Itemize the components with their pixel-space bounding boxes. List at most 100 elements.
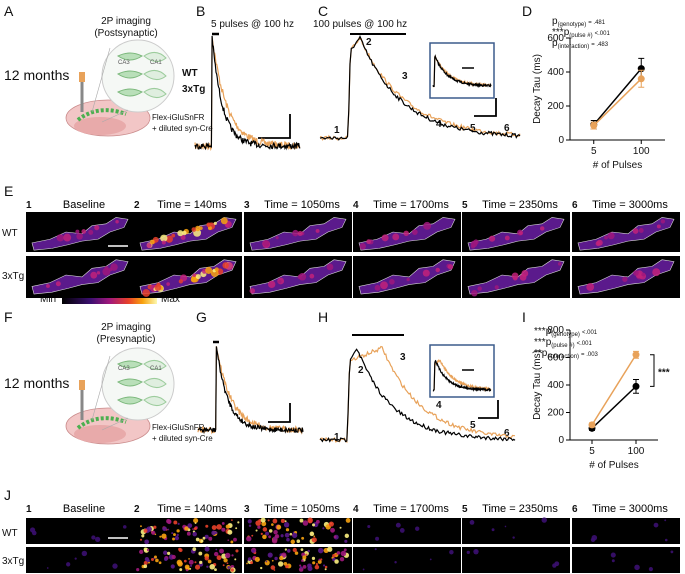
signal-spot (143, 564, 148, 569)
signal-spot (313, 535, 316, 538)
stat-p: p (552, 38, 558, 49)
signal-spot (511, 272, 519, 280)
signal-spot (305, 553, 308, 556)
signal-spot (328, 521, 334, 527)
panel-letter: F (4, 309, 13, 325)
signal-spot (192, 528, 194, 530)
signal-spot (211, 525, 217, 531)
time-marker: 3 (400, 352, 406, 363)
signal-spot (653, 522, 659, 528)
signal-spot (177, 522, 180, 525)
signal-spot (143, 561, 148, 566)
signal-spot (247, 519, 252, 524)
image-bg (353, 518, 461, 544)
frame-number: 3 (244, 200, 250, 211)
dendrite (467, 217, 565, 251)
signal-spot (225, 223, 229, 227)
signal-spot (213, 221, 217, 225)
signal-spot (149, 239, 155, 245)
signal-spot (155, 558, 159, 563)
signal-spot (227, 529, 233, 535)
stat-line: ***p(pulse #) <.001 (552, 27, 610, 39)
row-label: WT (2, 228, 18, 239)
signal-spot (292, 532, 298, 538)
signal-spot (176, 533, 179, 537)
signal-spot (475, 549, 478, 553)
signal-spot (220, 217, 228, 225)
signal-spot (554, 561, 560, 567)
signal-spot (74, 557, 77, 560)
signal-spot (190, 276, 197, 283)
image-bg (353, 547, 461, 573)
y-tick-label: 800 (547, 325, 564, 336)
signal-spot (171, 233, 176, 238)
signal-spot (159, 535, 162, 538)
signal-spot (648, 567, 653, 572)
signal-spot (343, 548, 347, 552)
signal-spot (95, 536, 101, 543)
signal-spot (166, 519, 172, 525)
signal-spot (255, 529, 258, 532)
signal-spot (332, 553, 336, 558)
series-line (591, 385, 637, 429)
signal-spot (216, 555, 222, 561)
signal-spot (194, 564, 201, 570)
stat-sub: (pulse #) (569, 33, 592, 39)
signal-spot (173, 533, 176, 537)
signal-spot (225, 524, 230, 529)
signal-spot (222, 564, 225, 567)
signal-spot (192, 547, 197, 552)
frame-number: 5 (462, 200, 468, 211)
signal-spot (315, 228, 320, 233)
signal-spot (270, 565, 276, 570)
signal-spot (271, 523, 274, 526)
y-tick-label: 600 (547, 33, 564, 44)
signal-spot (302, 564, 307, 569)
signal-spot (429, 558, 432, 561)
signal-spot (309, 531, 315, 537)
signal-spot (276, 524, 282, 530)
series-line (591, 354, 637, 426)
signal-spot (207, 559, 212, 564)
inset-frame (429, 344, 495, 398)
signal-spot (180, 235, 186, 240)
signal-spot (260, 532, 263, 535)
signal-spot (247, 557, 252, 561)
signal-spot (76, 233, 83, 240)
signal-spot (151, 530, 156, 535)
frame-number: 4 (353, 504, 359, 515)
signal-spot (374, 284, 381, 291)
signal-spot (194, 561, 197, 564)
signal-spot (81, 550, 88, 557)
region-label: CA1 (150, 60, 162, 66)
signal-spot (154, 533, 157, 536)
stat-sub: (genotype) (551, 332, 580, 338)
signal-spot (312, 523, 316, 527)
signal-spot (176, 529, 180, 533)
y-tick-label: 0 (558, 435, 564, 446)
age-label: 12 months (4, 375, 69, 391)
y-tick-label: 400 (547, 380, 564, 391)
signal-spot (335, 553, 338, 556)
frame-number: 3 (244, 504, 250, 515)
signal-spot (312, 561, 316, 565)
signal-spot (206, 222, 211, 228)
signal-spot (302, 555, 307, 560)
signal-spot (292, 229, 299, 237)
signal-spot (178, 547, 182, 551)
signal-spot (380, 281, 388, 290)
signal-spot (301, 559, 304, 562)
signal-spot (235, 549, 239, 553)
time-marker: 6 (504, 123, 510, 134)
signal-spot (611, 559, 615, 563)
virus-label: + diluted syn-Cre (152, 434, 213, 443)
image-frame (462, 256, 570, 298)
signal-spot (146, 526, 152, 532)
frame-number: 2 (134, 200, 140, 211)
signal-spot (488, 235, 496, 242)
signal-spot (55, 281, 61, 287)
signal-spot (261, 521, 267, 527)
frame-number: 1 (26, 200, 32, 211)
legend-3xtg: 3xTg (182, 84, 205, 95)
